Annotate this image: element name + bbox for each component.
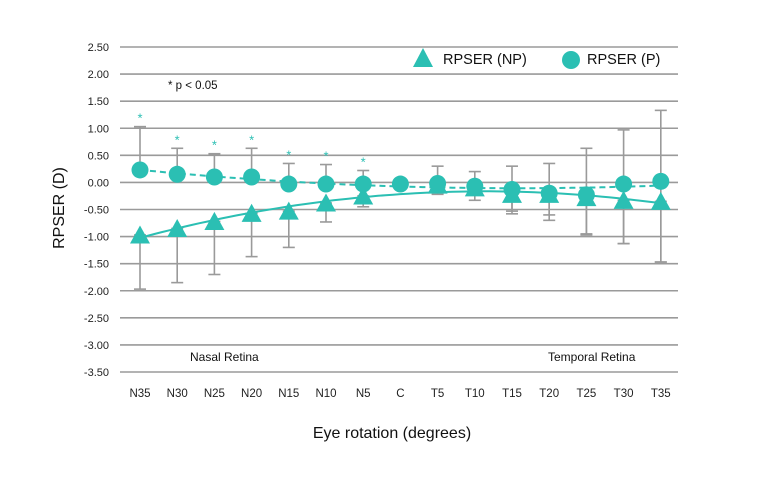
- data-point-np: [650, 191, 671, 210]
- data-point-p: [205, 168, 223, 186]
- y-axis-ticks: 2.50 2.00 1.50 1.00 0.50 0.00 -0.50 -1.00 -1.50 -…: [84, 42, 109, 379]
- y-tick-label: 0.50: [88, 150, 109, 162]
- data-point-p: [168, 165, 186, 183]
- data-point-p: [503, 180, 521, 198]
- legend-label-np: RPSER (NP): [443, 52, 527, 68]
- y-tick-label: 2.50: [88, 42, 109, 54]
- x-tick-label: N35: [129, 388, 150, 400]
- data-point-p: [577, 186, 595, 204]
- data-point-np: [204, 211, 225, 230]
- data-point-np: [613, 190, 634, 209]
- x-axis-ticks: N35 N30 N25 N20 N15 N10 N5 C T5 T10 T15 T20 T25 T30 T3…: [129, 388, 670, 400]
- y-tick-label: -0.50: [84, 205, 109, 217]
- data-point-np: [278, 201, 299, 220]
- significance-marker: *: [323, 149, 328, 164]
- data-point-p: [429, 175, 447, 192]
- data-point-np: [316, 193, 336, 212]
- data-point-p: [280, 175, 298, 193]
- y-tick-label: 1.50: [88, 96, 109, 108]
- y-tick-label: -3.50: [84, 367, 109, 379]
- x-tick-label: N30: [167, 388, 188, 400]
- significance-marker: *: [137, 111, 142, 126]
- significance-marker: *: [212, 138, 217, 153]
- significance-marker: *: [249, 132, 254, 147]
- data-point-p: [466, 177, 484, 195]
- significance-note: * p < 0.05: [168, 80, 218, 92]
- data-point-p: [317, 175, 335, 193]
- region-label-temporal: Temporal Retina: [548, 350, 636, 364]
- data-point-p: [615, 175, 633, 193]
- data-point-p: [354, 175, 372, 193]
- legend-circle-marker: [562, 51, 580, 69]
- significance-marker: *: [361, 155, 366, 170]
- data-point-p: [652, 172, 670, 190]
- y-tick-label: 2.00: [88, 69, 109, 81]
- data-point-p: [243, 168, 261, 186]
- x-tick-label: T15: [502, 388, 522, 400]
- x-tick-label: N10: [315, 388, 336, 400]
- x-tick-label: N15: [278, 388, 299, 400]
- x-tick-label: T25: [576, 388, 596, 400]
- x-tick-label: N5: [356, 388, 371, 400]
- x-tick-label: T10: [465, 388, 485, 400]
- y-axis-title: RPSER (D): [51, 167, 68, 249]
- data-point-p: [131, 161, 149, 179]
- x-axis-title: Eye rotation (degrees): [313, 425, 471, 442]
- legend-label-p: RPSER (P): [587, 52, 660, 68]
- y-tick-label: -1.00: [84, 232, 109, 244]
- y-tick-label: 1.00: [88, 123, 109, 135]
- data-point-np: [353, 186, 374, 205]
- x-tick-label: T5: [431, 388, 444, 400]
- data-point-p: [540, 184, 558, 202]
- data-point-np: [167, 218, 188, 238]
- x-tick-label: N20: [241, 388, 262, 400]
- legend-triangle-marker: [413, 48, 433, 67]
- x-tick-label: T30: [614, 388, 634, 400]
- data-point-np: [130, 225, 150, 244]
- significance-marker: *: [286, 147, 291, 162]
- x-tick-label: T20: [539, 388, 559, 400]
- x-tick-label: N25: [204, 388, 225, 400]
- y-tick-label: -3.00: [84, 340, 109, 352]
- data-point-np: [241, 203, 262, 222]
- y-tick-label: -2.50: [84, 313, 109, 325]
- gridlines: [120, 46, 678, 373]
- y-tick-label: -1.50: [84, 259, 109, 271]
- y-tick-label: -2.00: [84, 286, 109, 298]
- significance-marker: *: [175, 132, 180, 147]
- significance-markers: * * * * * * *: [137, 111, 365, 170]
- series-markers: [130, 161, 671, 244]
- y-tick-label: 0.00: [88, 177, 109, 189]
- x-tick-label: C: [396, 388, 404, 400]
- region-label-nasal: Nasal Retina: [190, 350, 259, 364]
- legend: RPSER (NP) RPSER (P): [413, 48, 660, 69]
- data-point-p: [391, 175, 409, 193]
- x-tick-label: T35: [651, 388, 671, 400]
- trendline-np: [139, 190, 661, 239]
